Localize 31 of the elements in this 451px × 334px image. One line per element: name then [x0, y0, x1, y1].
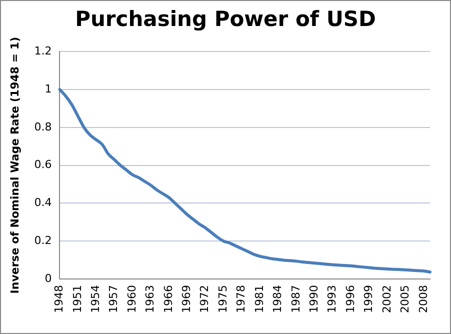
- x-tick-label: 1981: [252, 285, 266, 314]
- x-tick-label: 1969: [180, 285, 194, 314]
- x-tick-label: 1990: [308, 285, 321, 314]
- y-axis-title: Inverse of Nominal Wage Rate (1948 = 1): [8, 36, 22, 294]
- x-tick-label: 1978: [234, 285, 248, 314]
- x-tick-label: 1984: [271, 285, 284, 314]
- x-tick-label: 2002: [380, 285, 394, 314]
- line-series: [58, 88, 432, 274]
- x-tick-label: 1963: [144, 285, 157, 314]
- y-tick-label: 1.2: [34, 44, 52, 58]
- x-tick-label: 1972: [198, 285, 212, 314]
- y-tick-label: 0: [44, 272, 52, 285]
- x-tick-label: 1993: [326, 285, 339, 314]
- x-tick-label: 1948: [52, 285, 66, 314]
- x-tick-label: 2005: [398, 285, 412, 314]
- x-tick-label: 1975: [216, 285, 230, 314]
- x-tick-label: 1951: [70, 285, 84, 314]
- y-tick-label: 0.4: [34, 196, 52, 210]
- x-tick-label: 1966: [162, 285, 175, 314]
- chart-title: Purchasing Power of USD: [74, 7, 377, 31]
- x-tick-label: 1999: [362, 285, 376, 314]
- x-tick-label: 1996: [344, 285, 357, 314]
- x-tick-label: 1987: [289, 285, 302, 314]
- x-tick-label: 1960: [125, 285, 138, 314]
- x-tick-label: 1957: [107, 285, 120, 314]
- y-tick-label: 0.2: [34, 234, 52, 247]
- x-tick-label: 1954: [88, 285, 102, 314]
- x-tick-label: 2008: [416, 285, 430, 314]
- y-tick-label: 0.8: [34, 120, 52, 134]
- y-tick-label: 1: [44, 82, 52, 96]
- y-tick-label: 0.6: [34, 158, 52, 172]
